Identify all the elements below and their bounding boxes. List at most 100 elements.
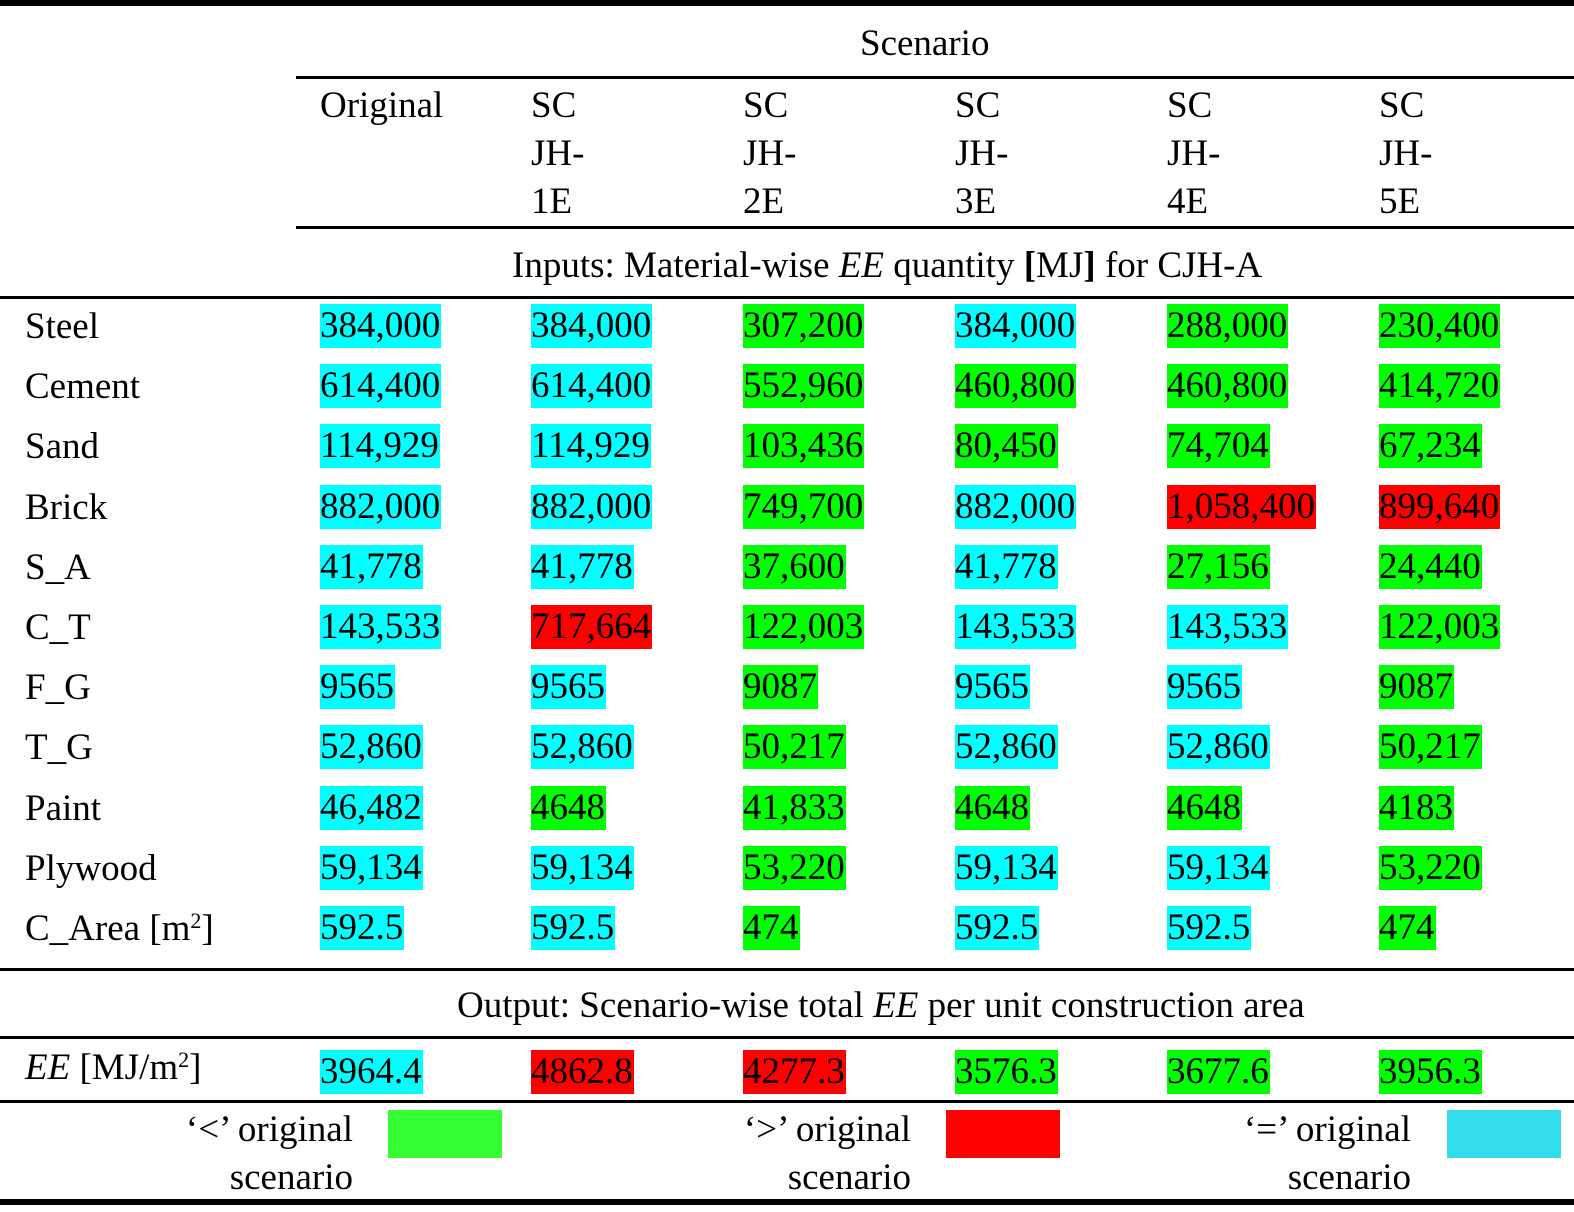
output-cell: 3956.3: [1379, 1050, 1482, 1094]
legend-label: ‘<’ original scenario: [185, 1109, 353, 1198]
legend-label: ‘=’ original scenario: [1243, 1109, 1411, 1198]
col-header-original: Original: [320, 85, 444, 126]
table-cell: 614,400: [320, 364, 442, 408]
table-cell: 59,134: [320, 846, 423, 890]
legend-label: ‘>’ original scenario: [743, 1109, 911, 1198]
table-cell: 614,400: [531, 364, 653, 408]
col-header-scjh-4e: SC JH- 4E: [1167, 85, 1221, 222]
table-cell: 717,664: [531, 605, 653, 649]
inputs-underline: [0, 296, 1574, 299]
top-rule: [0, 0, 1574, 6]
table-cell: 460,800: [1167, 364, 1289, 408]
table-cell: 67,234: [1379, 424, 1482, 468]
legend-swatch: [1447, 1110, 1561, 1158]
table-cell: 384,000: [531, 304, 653, 348]
table-cell: 749,700: [743, 485, 865, 529]
table-cell: 882,000: [320, 485, 442, 529]
row-label-cement: Cement: [25, 366, 141, 407]
inputs-bottom-rule: [0, 968, 1574, 971]
output-label-unit: [MJ/m: [70, 1047, 179, 1088]
table-cell: 122,003: [1379, 605, 1501, 649]
table-cell: 50,217: [1379, 725, 1482, 769]
col-header-scjh-1e: SC JH- 1E: [531, 85, 585, 222]
output-cell: 3576.3: [955, 1050, 1058, 1094]
table-cell: 114,929: [320, 424, 440, 468]
table-cell: 52,860: [955, 725, 1058, 769]
table-cell: 41,778: [320, 545, 423, 589]
output-section-title: Output: Scenario-wise total EE per unit …: [457, 984, 1305, 1027]
output-underline: [0, 1036, 1574, 1039]
table-cell: 882,000: [531, 485, 653, 529]
table-cell: 4648: [955, 786, 1030, 830]
col-header-scjh-2e: SC JH- 2E: [743, 85, 797, 222]
output-label-ee: EE: [25, 1047, 71, 1088]
table-cell: 4648: [1167, 786, 1242, 830]
table-cell: 80,450: [955, 424, 1058, 468]
table-cell: 384,000: [955, 304, 1077, 348]
legend-swatch: [946, 1110, 1060, 1158]
row-label-c-t: C_T: [25, 607, 91, 648]
table-cell: 9565: [320, 665, 395, 709]
table-cell: 9565: [531, 665, 606, 709]
table-cell: 9565: [955, 665, 1030, 709]
inputs-bracket-close: ]: [1083, 245, 1096, 286]
table-cell: 52,860: [1167, 725, 1270, 769]
table-cell: 53,220: [1379, 846, 1482, 890]
table-cell: 24,440: [1379, 545, 1482, 589]
output-suffix: per unit construction area: [918, 985, 1305, 1026]
output-prefix: Output: Scenario-wise total: [457, 985, 874, 1026]
table-cell: 52,860: [531, 725, 634, 769]
output-cell: 4862.8: [531, 1050, 634, 1094]
table-cell: 307,200: [743, 304, 865, 348]
table-cell: 4183: [1379, 786, 1454, 830]
table-cell: 460,800: [955, 364, 1077, 408]
table-cell: 46,482: [320, 786, 423, 830]
table-cell: 474: [743, 906, 800, 950]
table-cell: 414,720: [1379, 364, 1501, 408]
inputs-ee: EE: [838, 245, 884, 286]
table-cell: 103,436: [743, 424, 865, 468]
row-label-steel: Steel: [25, 306, 99, 347]
header-underline: [296, 226, 1574, 229]
inputs-mid: quantity: [883, 245, 1024, 286]
table-cell: 592.5: [955, 906, 1040, 950]
table-cell: 41,778: [531, 545, 634, 589]
row-label-c-area-m: C_Area [m2]: [25, 908, 214, 949]
row-label-t-g: T_G: [25, 727, 93, 768]
table-cell: 37,600: [743, 545, 846, 589]
table-cell: 59,134: [531, 846, 634, 890]
table-cell: 288,000: [1167, 304, 1289, 348]
inputs-suffix: for CJH-A: [1095, 245, 1263, 286]
output-cell: 3677.6: [1167, 1050, 1270, 1094]
row-label-sup: 2: [190, 908, 202, 933]
table-cell: 9087: [743, 665, 818, 709]
table-cell: 114,929: [531, 424, 651, 468]
table-cell: 4648: [531, 786, 606, 830]
table-cell: 41,778: [955, 545, 1058, 589]
scenario-underline: [296, 76, 1574, 79]
output-cell: 3964.4: [320, 1050, 423, 1094]
table-cell: 9565: [1167, 665, 1242, 709]
table-cell: 59,134: [955, 846, 1058, 890]
table-cell: 41,833: [743, 786, 846, 830]
table-cell: 50,217: [743, 725, 846, 769]
row-label-text: C_Area [m: [25, 908, 191, 949]
output-bottom-rule: [0, 1100, 1574, 1103]
row-label-plywood: Plywood: [25, 848, 157, 889]
output-cell: 4277.3: [743, 1050, 846, 1094]
output-row-label: EE [MJ/m2]: [25, 1047, 202, 1088]
table-cell: 899,640: [1379, 485, 1501, 529]
table-cell: 592.5: [320, 906, 405, 950]
scenario-header: Scenario: [860, 23, 990, 64]
table-cell: 27,156: [1167, 545, 1270, 589]
table-cell: 143,533: [1167, 605, 1289, 649]
table-cell: 122,003: [743, 605, 865, 649]
table-cell: 552,960: [743, 364, 865, 408]
row-label-sand: Sand: [25, 426, 99, 467]
table-cell: 59,134: [1167, 846, 1270, 890]
output-label-end: ]: [189, 1047, 202, 1088]
table-cell: 474: [1379, 906, 1436, 950]
table-cell: 74,704: [1167, 424, 1270, 468]
row-label-end: ]: [201, 908, 214, 949]
